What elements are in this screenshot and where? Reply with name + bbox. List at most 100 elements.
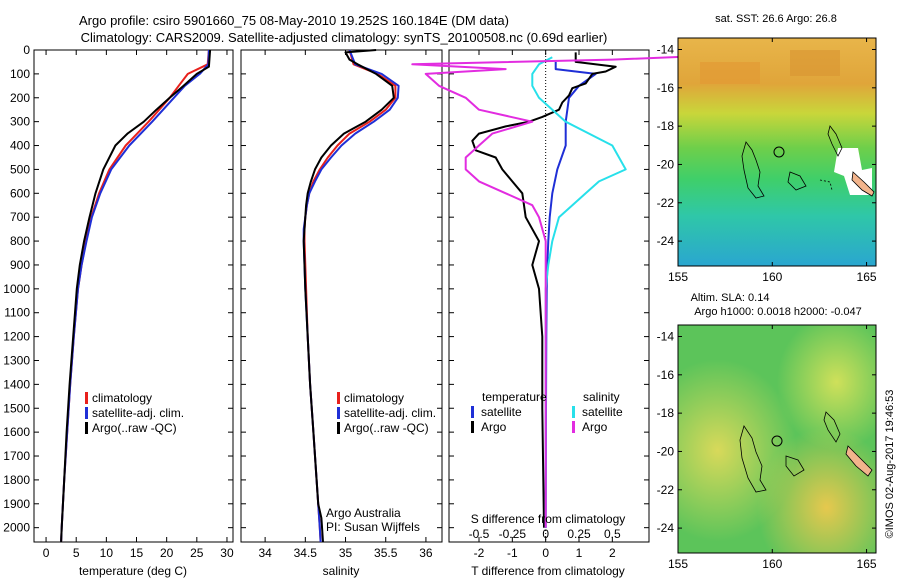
x-tick-label: 5: [73, 546, 80, 560]
x-tick-label: 15: [130, 546, 144, 560]
new-caledonia-land: [845, 445, 873, 477]
x-tick-label: 2: [609, 546, 616, 560]
sla-map-axes: 155 160 165 -14 -16 -18 -20 -22 -24: [657, 325, 877, 571]
y-tick-label: 1000: [3, 282, 30, 296]
salinity-series: [302, 49, 400, 543]
legend-swatch-s-argo: [572, 421, 575, 433]
reef-contour: [785, 455, 805, 477]
x-tick-label: 20: [160, 546, 174, 560]
map-y-tick-label: -16: [657, 368, 675, 382]
sla-map-panel: Altim. SLA: 0.14 Argo h1000: 0.0018 h200…: [657, 292, 877, 571]
y-tick-label: 200: [10, 91, 30, 105]
legend-label-argo: Argo(..raw -QC): [92, 421, 177, 435]
difference-panel: -2 -1 0 1 2 temperature satellite Argo salin…: [411, 49, 733, 578]
legend-label-satellite: satellite-adj. clim.: [92, 406, 184, 420]
y-tick-label: 2000: [3, 521, 30, 535]
x-tick-label: 34.5: [294, 546, 318, 560]
series-line-salinity-satellite: [531, 56, 627, 528]
map-x-tick-label: 160: [762, 557, 782, 571]
sla-anomaly-patch: [678, 325, 876, 553]
map-y-tick-label: -22: [657, 196, 675, 210]
map-y-tick-label: -20: [657, 157, 675, 171]
legend-swatch-t-satellite: [471, 406, 474, 418]
map-y-tick-label: -24: [657, 234, 675, 248]
pi-annotation-line1: Argo Australia: [326, 506, 401, 520]
y-tick-label: 1400: [3, 377, 30, 391]
legend-swatch-argo: [337, 422, 340, 434]
sst-warm-patch: [790, 50, 840, 76]
x-tick-label: 35: [339, 546, 353, 560]
y-tick-label: 600: [10, 186, 30, 200]
x-tick-label: -2: [474, 546, 485, 560]
salinity-axes-frame: [240, 49, 443, 543]
x-tick-label: 35.5: [374, 546, 398, 560]
y-tick-label: 100: [10, 67, 30, 81]
s-difference-ticks: -0.5 -0.25 0 0.25 0.5: [469, 527, 621, 541]
y-tick-label: 800: [10, 234, 30, 248]
y-tick-label: 1500: [3, 401, 30, 415]
s-diff-tick-label: -0.5: [469, 527, 490, 541]
temperature-legend: climatology satellite-adj. clim. Argo(..…: [85, 391, 184, 435]
legend-label-t-argo: Argo: [481, 420, 507, 434]
t-difference-label: T difference from climatology: [471, 564, 625, 578]
y-tick-label: 500: [10, 162, 30, 176]
x-tick-label: 0: [542, 546, 549, 560]
salinity-x-axis: 34 34.5 35 35.5 36: [258, 50, 433, 560]
sst-map-frame: [677, 37, 877, 267]
y-tick-label: 1300: [3, 353, 30, 367]
salinity-legend: climatology satellite-adj. clim. Argo(..…: [337, 391, 436, 435]
figure-title-line1: Argo profile: csiro 5901660_75 08-May-20…: [79, 13, 509, 28]
y-tick-label: 300: [10, 115, 30, 129]
sst-warm-patch: [700, 62, 760, 84]
y-tick-label: 400: [10, 139, 30, 153]
s-diff-tick-label: 0.5: [604, 527, 621, 541]
map-y-tick-label: -24: [657, 521, 675, 535]
x-tick-label: 36: [419, 546, 433, 560]
temperature-x-label: temperature (deg C): [79, 564, 187, 578]
map-x-tick-label: 165: [857, 557, 877, 571]
s-diff-tick-label: -0.25: [499, 527, 527, 541]
map-x-tick-label: 155: [668, 270, 688, 284]
map-x-tick-label: 155: [668, 557, 688, 571]
figure-title-line2: Climatology: CARS2009. Satellite-adjuste…: [81, 30, 608, 45]
y-tick-label: 1100: [4, 306, 30, 320]
legend-label-climatology: climatology: [344, 391, 404, 405]
sla-map-title: Altim. SLA: 0.14: [691, 292, 770, 304]
difference-x-axis: -2 -1 0 1 2: [474, 50, 616, 560]
reef-contour: [739, 425, 767, 493]
sla-map-frame: [677, 324, 877, 554]
x-tick-label: 30: [220, 546, 234, 560]
series-line-temperature-argo: [471, 52, 617, 528]
x-tick-label: 1: [576, 546, 583, 560]
x-tick-label: 25: [190, 546, 204, 560]
legend-swatch-s-satellite: [572, 406, 575, 418]
sst-map-panel: sat. SST: 26.6 Argo: 26.8 155 160 165 -14 -1…: [657, 13, 877, 284]
y-tick-label: 1200: [3, 330, 30, 344]
legend-title-salinity: salinity: [583, 390, 620, 404]
map-y-tick-label: -20: [657, 444, 675, 458]
x-tick-label: 34: [258, 546, 272, 560]
y-tick-label: 1800: [3, 473, 30, 487]
reef-contour: [741, 141, 765, 199]
argo-location-marker: [771, 435, 783, 447]
salinity-panel: 34 34.5 35 35.5 36 climatology satellite-adj…: [240, 49, 443, 578]
temperature-panel: 0 100 200 300 400 500 600 700 800 900 1000 1100 1200…: [3, 43, 234, 578]
x-tick-label: 10: [100, 546, 114, 560]
y-tick-label: 900: [10, 258, 30, 272]
difference-y-ticks: [449, 49, 649, 529]
legend-swatch-satellite: [85, 407, 88, 419]
y-tick-label: 0: [23, 43, 30, 57]
s-difference-label: S difference from climatology: [471, 512, 626, 526]
map-y-tick-label: -16: [657, 81, 675, 95]
series-line-argo-raw-qc-: [60, 49, 212, 543]
reef-contour: [827, 125, 843, 157]
y-tick-label: 700: [10, 210, 30, 224]
y-tick-label: 1900: [3, 497, 30, 511]
pi-annotation-line2: PI: Susan Wijffels: [326, 520, 420, 534]
reef-contour: [823, 411, 841, 443]
series-line-salinity-argo: [411, 53, 733, 528]
map-x-tick-label: 165: [857, 270, 877, 284]
series-line-argo-raw-qc-: [302, 49, 395, 543]
difference-legend: temperature satellite Argo salinity sate…: [471, 390, 623, 434]
legend-swatch-climatology: [337, 392, 340, 404]
